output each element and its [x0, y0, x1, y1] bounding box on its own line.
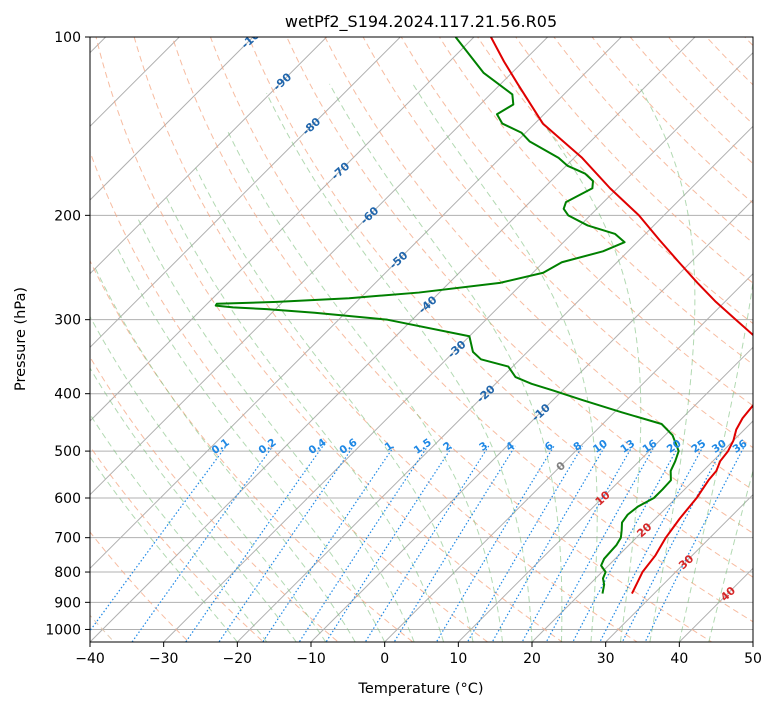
x-axis-label: Temperature (°C)	[357, 681, 483, 697]
axes: −40 −30 −20 −10 0 10 20 30 40 50 100 200 300 400 500 60…	[45, 30, 762, 667]
dry-adiabat-line	[515, 37, 753, 284]
mixing-ratio-line	[185, 445, 324, 642]
y-tick-label: 300	[54, 313, 81, 329]
moist-adiabat-line	[90, 456, 238, 642]
y-tick-label: 200	[54, 208, 81, 224]
x-tick-label: 40	[670, 651, 688, 667]
moist-adiabat-line	[329, 83, 563, 642]
dry-adiabat-line	[400, 37, 753, 407]
x-tick-label: 10	[449, 651, 467, 667]
isotherm-gridline	[90, 37, 549, 496]
moist-adiabat-line	[90, 367, 297, 642]
y-tick-label: 900	[54, 595, 81, 611]
moist-adiabat-line	[116, 246, 386, 642]
dry-adiabat-line	[362, 37, 753, 449]
mixing-ratio-line	[218, 445, 355, 642]
mixing-ratio-line	[90, 445, 227, 632]
dry-adiabat-line	[90, 259, 414, 642]
dry-adiabat-line	[133, 37, 638, 642]
dry-adiabat-line	[286, 37, 753, 534]
dry-adiabat-line	[591, 37, 753, 204]
y-tick-label: 100	[54, 30, 81, 46]
isotherm-gridline	[90, 37, 475, 422]
mixing-ratio-line	[364, 445, 490, 642]
moist-adiabat-line	[93, 265, 356, 642]
x-tick-label: 0	[380, 651, 389, 667]
dry-adiabat-line	[248, 37, 753, 578]
moist-adiabat-line	[708, 468, 753, 642]
x-tick-label: 50	[744, 651, 762, 667]
x-tick-label: −30	[149, 651, 179, 667]
moist-adiabat-line	[195, 167, 474, 642]
temperature-profile-line	[490, 37, 753, 595]
isotherm-gridline	[90, 37, 402, 349]
mixing-ratio-line	[466, 445, 584, 642]
moist-adiabat-line	[266, 92, 533, 642]
x-tick-label: 30	[597, 651, 615, 667]
mixing-ratio-line	[325, 445, 454, 642]
moist-adiabat-line	[226, 130, 504, 642]
mixing-ratio-line	[572, 445, 680, 642]
y-tick-label: 700	[54, 531, 81, 547]
isotherm-gridline	[162, 51, 753, 642]
isotherm-gridline	[604, 493, 753, 642]
y-tick-label: 1000	[45, 622, 81, 638]
isotherm-gridline	[383, 272, 753, 642]
dry-adiabat-line	[171, 37, 713, 642]
plot-frame	[89, 36, 754, 643]
moist-adiabat-line	[637, 83, 696, 642]
mixing-ratio-line	[298, 445, 429, 642]
plot-area	[90, 37, 753, 642]
mixing-ratio-line	[644, 445, 746, 642]
moist-adiabat-line	[165, 195, 445, 642]
chart-title: wetPf2_S194.2024.117.21.56.R05	[285, 12, 557, 32]
moist-adiabat-line	[515, 83, 642, 642]
x-tick-label: −10	[296, 651, 326, 667]
moist-adiabat-line	[137, 218, 415, 642]
isotherm-gridline	[531, 420, 753, 642]
isotherm-gridline	[90, 37, 623, 570]
isotherm-gridline	[90, 37, 328, 275]
mixing-ratio-line	[262, 445, 395, 642]
y-tick-label: 800	[54, 565, 81, 581]
isotherm-gridline	[310, 199, 753, 642]
dewpoint-profile-line	[214, 37, 680, 594]
x-tick-label: −20	[223, 651, 253, 667]
isotherm-gridline	[236, 125, 753, 642]
y-tick-label: 500	[54, 444, 81, 460]
mixing-ratio-line	[491, 445, 606, 642]
moist-adiabat-line	[90, 315, 327, 642]
dry-adiabat-line	[95, 37, 564, 642]
x-tick-label: 20	[523, 651, 541, 667]
dry-adiabat-line	[90, 531, 190, 642]
moist-adiabat-line	[678, 278, 753, 642]
y-tick-label: 600	[54, 491, 81, 507]
dry-adiabat-line	[209, 37, 753, 623]
isotherm-gridline	[90, 37, 696, 642]
x-tick-label: −40	[75, 651, 105, 667]
y-tick-label: 400	[54, 387, 81, 403]
isotherm-gridline	[90, 37, 254, 201]
dry-adiabat-line	[553, 37, 753, 244]
dry-adiabat-line	[324, 37, 753, 491]
dry-adiabat-line	[90, 356, 340, 642]
y-axis-label: Pressure (hPa)	[13, 287, 29, 391]
mixing-ratio-line	[521, 445, 634, 642]
isotherm-gridline	[457, 346, 753, 642]
